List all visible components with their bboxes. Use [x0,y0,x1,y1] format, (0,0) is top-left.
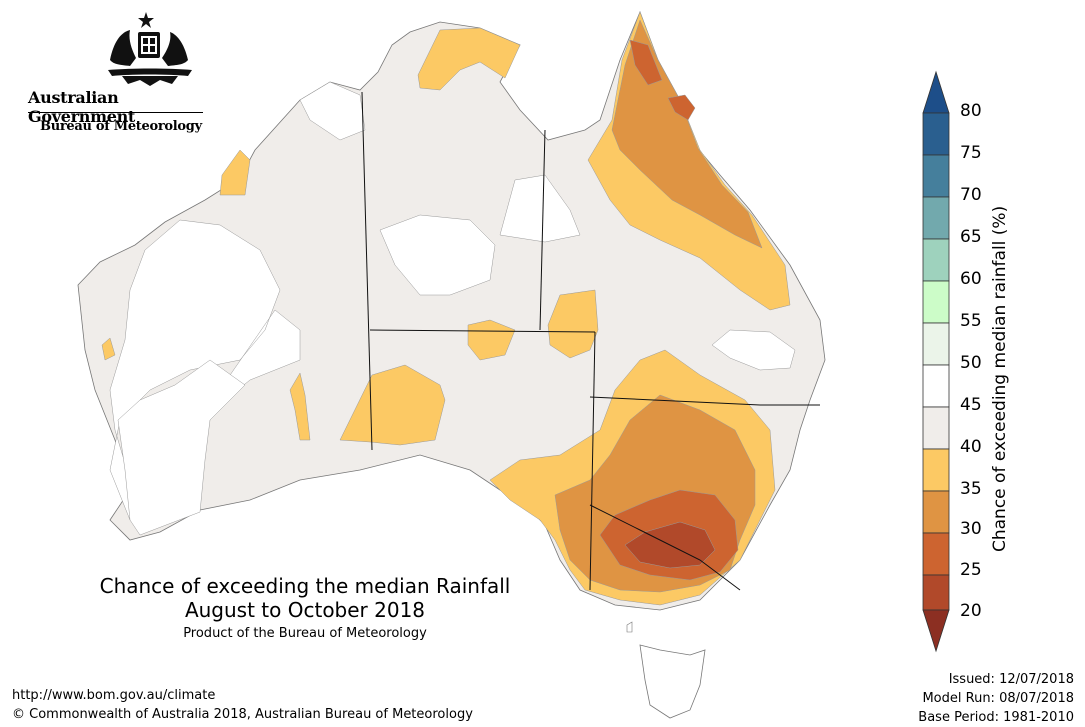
legend-arrow-bottom [922,609,950,653]
bureau-title: Bureau of Meteorology [40,119,202,134]
legend-tick: 25 [960,560,982,580]
legend-bin-45-50 [922,364,950,408]
legend-bin-70-75 [922,154,950,198]
government-title: Australian Government [28,88,136,126]
legend-tick: 40 [960,437,982,457]
tasmania [639,644,706,719]
legend-tick: 50 [960,353,982,373]
map-title-line2: August to October 2018 [184,598,426,622]
legend-bin-75-80 [922,112,950,156]
legend-bin-30-35 [922,490,950,534]
legend-tick: 30 [960,519,982,539]
legend-bin-40-45 [922,406,950,450]
base-period: Base Period: 1981-2010 [918,710,1074,725]
map-title-line1: Chance of exceeding the median Rainfall [99,574,511,598]
issued-date: Issued: 12/07/2018 [948,672,1074,687]
legend-label: Chance of exceeding median rainfall (%) [990,205,1010,552]
model-run-date: Model Run: 08/07/2018 [922,691,1074,706]
copyright-text: © Commonwealth of Australia 2018, Austra… [12,707,473,722]
legend-tick: 75 [960,143,982,163]
legend-bin-25-30 [922,532,950,576]
legend-tick: 20 [960,601,982,621]
coat-of-arms-icon [108,12,192,86]
legend-bin-65-70 [922,196,950,240]
map-title: Chance of exceeding the median Rainfall … [60,574,550,622]
legend-bin-60-65 [922,238,950,282]
bom-climate-link[interactable]: http://www.bom.gov.au/climate [12,688,216,703]
legend-colorbar [922,70,950,653]
legend-bin-50-55 [922,322,950,366]
legend-tick: 35 [960,479,982,499]
legend-tick: 45 [960,395,982,415]
issue-info: Issued: 12/07/2018 Model Run: 08/07/2018… [918,670,1074,727]
map-product-note: Product of the Bureau of Meteorology [183,626,427,641]
legend-bin-35-40 [922,448,950,492]
legend-tick: 60 [960,269,982,289]
legend-tick: 65 [960,227,982,247]
legend-tick: 55 [960,311,982,331]
legend-tick: 80 [960,101,982,121]
legend-arrow-top [922,70,950,114]
header-divider [28,112,203,113]
legend-tick: 70 [960,185,982,205]
legend-bin-55-60 [922,280,950,324]
legend-bin-20-25 [922,574,950,611]
